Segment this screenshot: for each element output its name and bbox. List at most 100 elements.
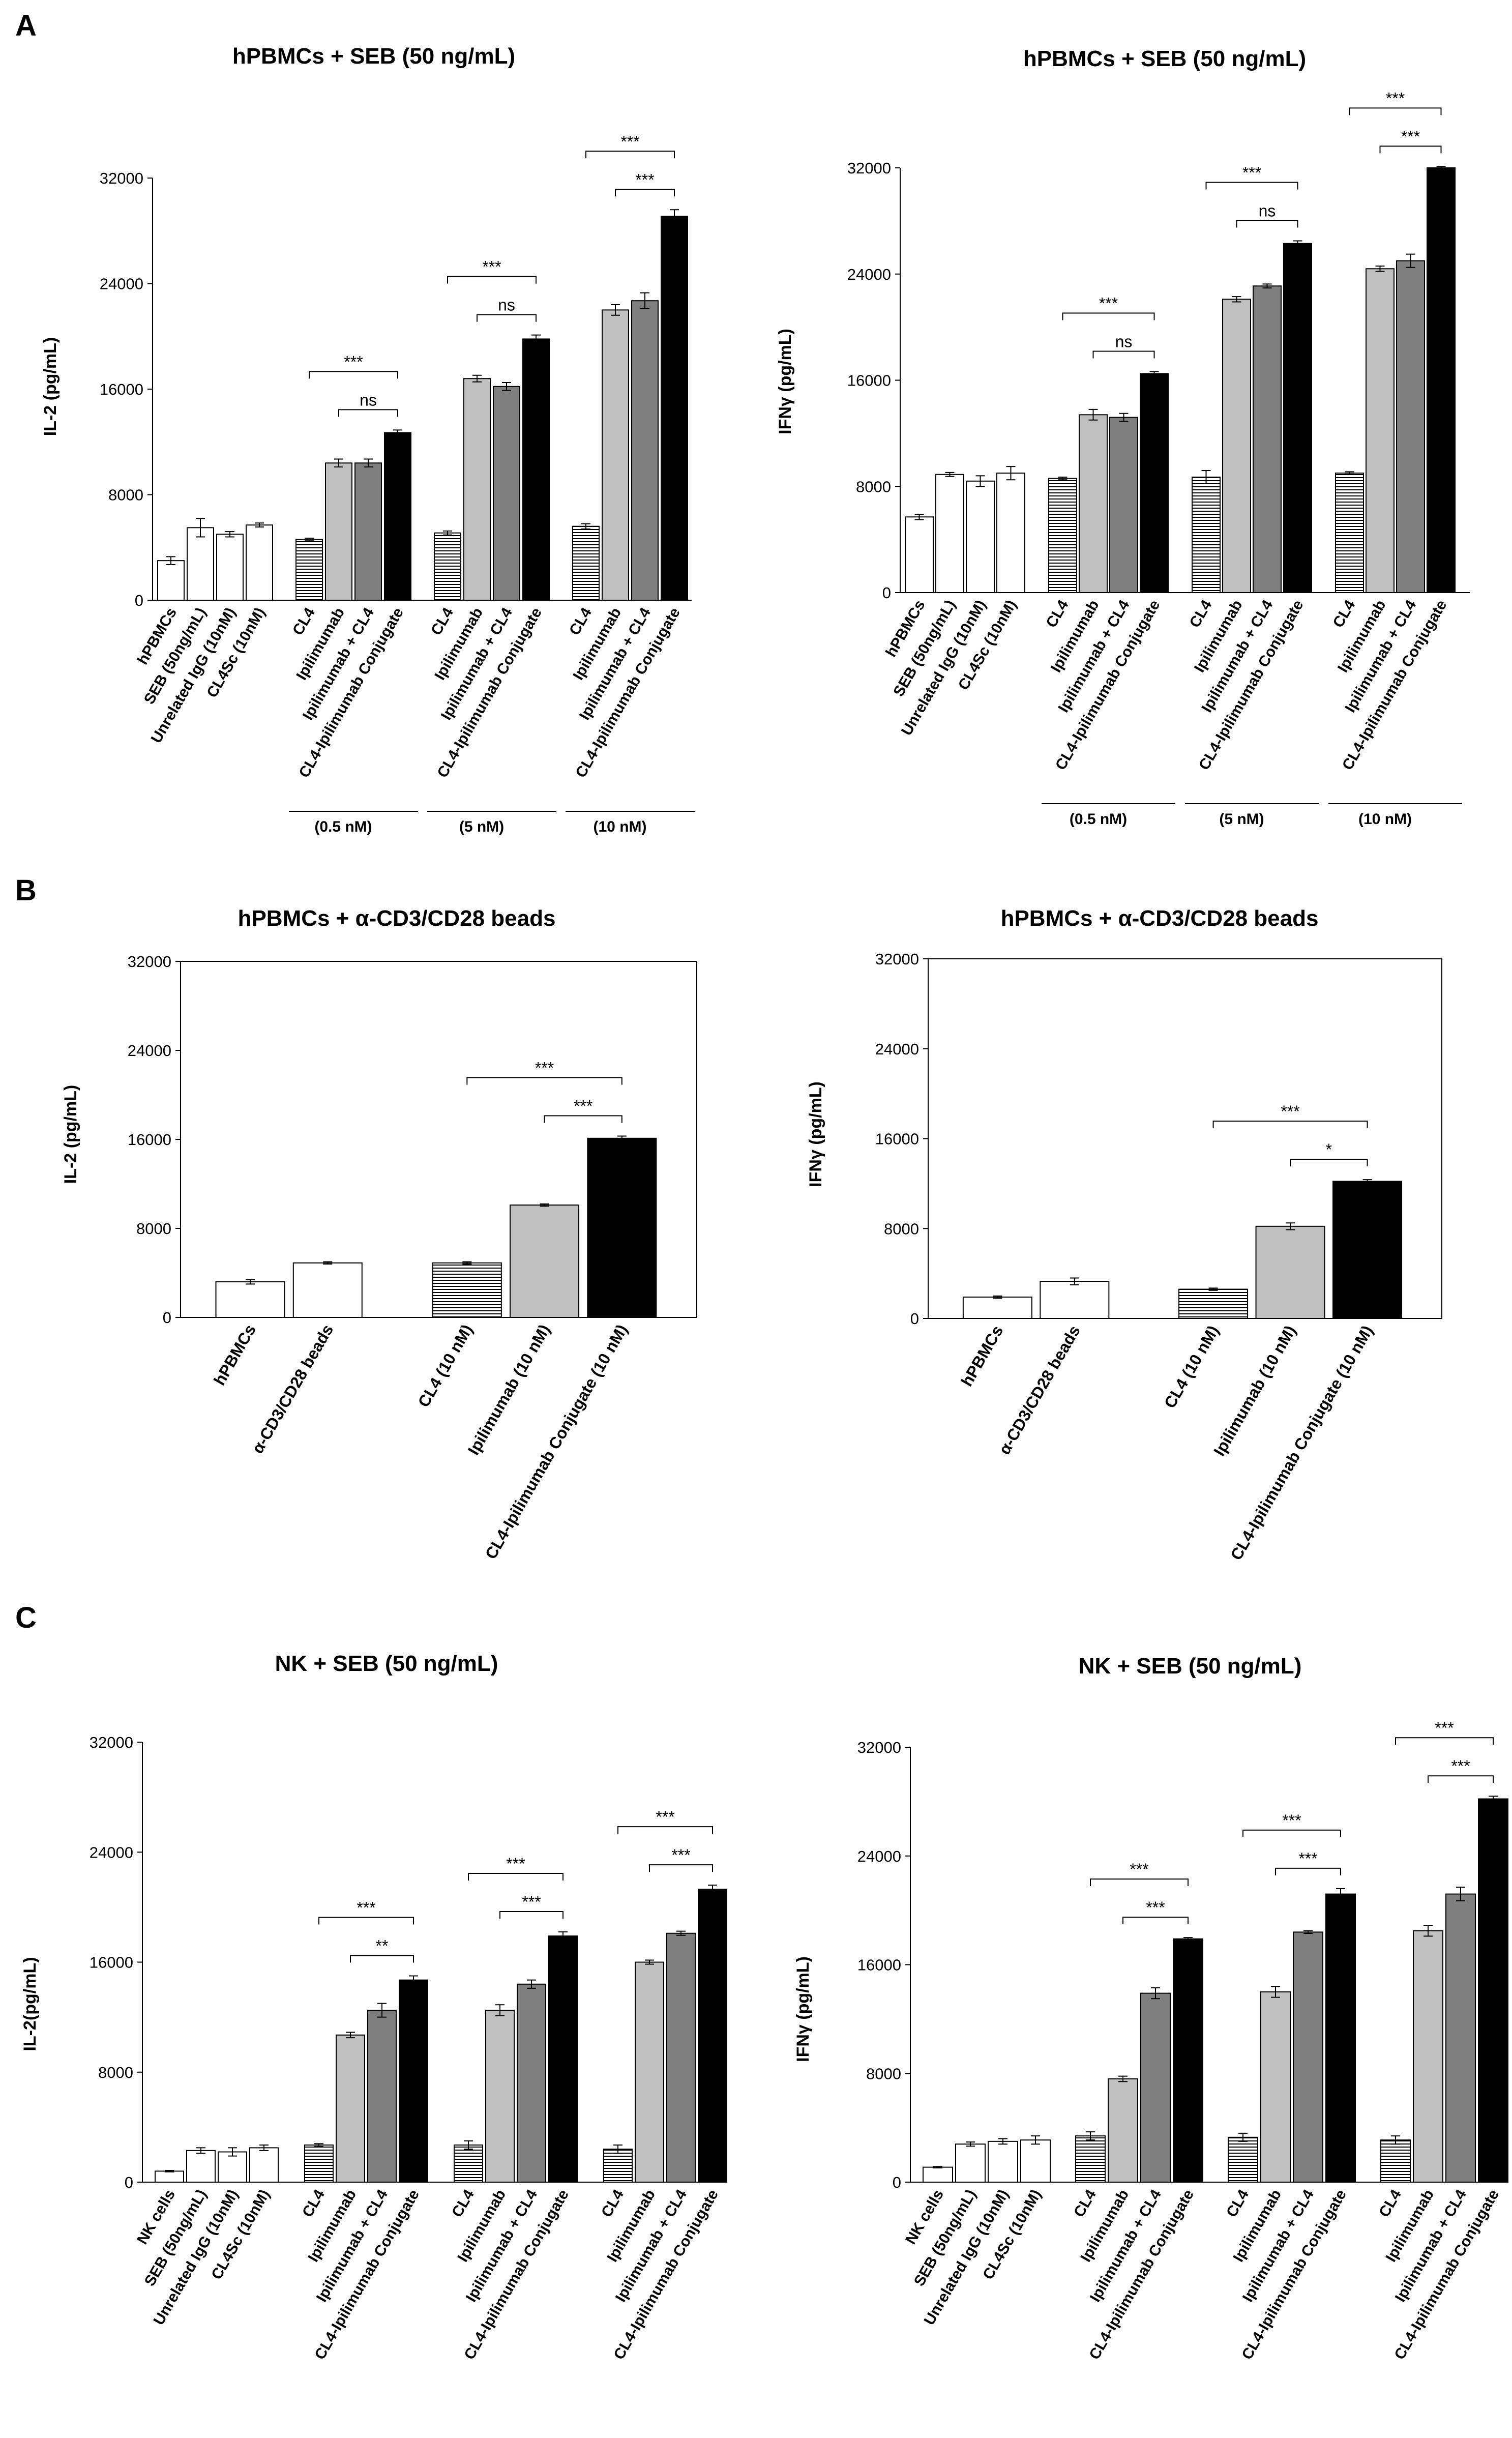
group-label: (5 nM)	[1219, 811, 1264, 828]
bar	[548, 1935, 578, 2183]
bar	[304, 2145, 334, 2183]
bar	[295, 539, 323, 601]
significance-bracket	[350, 1955, 414, 1963]
bar	[1140, 1992, 1171, 2183]
chart-title: NK + SEB (50 ng/mL)	[275, 1651, 498, 1676]
significance-label: ***	[1146, 1898, 1165, 1917]
bar	[485, 2010, 515, 2183]
y-tick-label: 16000	[90, 1954, 133, 1972]
bar	[1335, 473, 1364, 593]
y-tick-label: 32000	[875, 950, 919, 968]
bar	[1260, 1991, 1291, 2183]
chart-a1: hPBMCs + SEB (50 ng/mL) IL-2 (pg/mL) 0 80…	[41, 44, 695, 835]
significance-bracket	[309, 371, 398, 379]
x-tick-label: CL4	[299, 2187, 328, 2220]
x-tick-label: CL4	[566, 605, 595, 638]
bar	[463, 378, 491, 601]
significance-bracket	[649, 1864, 713, 1872]
y-tick-label: 0	[882, 584, 891, 602]
significance-label: **	[376, 1937, 389, 1955]
significance-bracket	[585, 151, 675, 159]
panel-label-c: C	[15, 1601, 37, 1634]
bar	[249, 2147, 279, 2183]
bar	[1079, 414, 1108, 593]
significance-label: ***	[344, 353, 363, 371]
y-axis-label: IL-2(pg/mL)	[20, 1957, 40, 2051]
bar	[1222, 299, 1251, 593]
significance-bracket	[499, 1911, 564, 1919]
significance-bracket	[466, 1077, 622, 1085]
significance-bracket	[1212, 1121, 1368, 1129]
bar	[988, 2140, 1018, 2183]
panel-label-a: A	[15, 9, 37, 42]
bar	[517, 1983, 546, 2183]
significance-bracket	[447, 276, 537, 284]
bar	[454, 2145, 483, 2183]
bar	[216, 534, 244, 601]
bar	[522, 338, 550, 601]
y-tick-label: 8000	[108, 486, 143, 504]
bar	[325, 462, 352, 601]
x-tick-label: CL4 (10 nM)	[414, 1321, 477, 1411]
x-tick-label: CL4	[1187, 597, 1215, 631]
significance-label: ***	[1099, 295, 1118, 313]
chart-title: hPBMCs + SEB (50 ng/mL)	[232, 44, 515, 69]
chart-title: hPBMCs + α-CD3/CD28 beads	[238, 906, 556, 931]
significance-bracket	[544, 1115, 622, 1123]
bar	[1445, 1893, 1476, 2183]
y-axis-label: IL-2 (pg/mL)	[41, 337, 60, 436]
chart-title: NK + SEB (50 ng/mL)	[1079, 1654, 1302, 1679]
bar	[157, 560, 185, 601]
bar	[1293, 1931, 1323, 2183]
y-tick-label: 0	[163, 1309, 171, 1327]
chart-a2: hPBMCs + SEB (50 ng/mL) IFNγ (pg/mL) 0 80…	[776, 46, 1470, 828]
y-axis-label: IL-2 (pg/mL)	[61, 1085, 80, 1184]
significance-bracket	[1428, 1775, 1494, 1783]
y-tick-label: 24000	[100, 275, 143, 293]
x-tick-label: CL4	[1071, 2187, 1100, 2220]
y-tick-label: 16000	[128, 1131, 171, 1149]
bar	[603, 2149, 633, 2183]
y-tick-label: 24000	[847, 266, 891, 283]
chart-b2: hPBMCs + α-CD3/CD28 beads IFNγ (pg/mL) 0…	[806, 906, 1442, 1563]
bar	[186, 2150, 216, 2183]
y-tick-label: 16000	[857, 1956, 901, 1974]
x-tick-label: CL4	[289, 605, 318, 638]
bar	[384, 432, 411, 601]
bar	[923, 2166, 953, 2183]
bar	[1380, 2139, 1411, 2183]
y-tick-label: 0	[910, 1310, 919, 1328]
y-tick-label: 32000	[847, 159, 891, 177]
chart-b1: hPBMCs + α-CD3/CD28 beads IL-2 (pg/mL) 0…	[61, 906, 697, 1562]
significance-label: ***	[1298, 1849, 1317, 1868]
x-tick-label: CL4-Ipilimumab Conjugate (10 nM)	[482, 1321, 631, 1563]
significance-label: ***	[1282, 1811, 1301, 1830]
bar	[905, 516, 934, 593]
significance-label: ***	[1435, 1719, 1454, 1737]
significance-label: ***	[482, 258, 501, 276]
bar	[1396, 260, 1425, 593]
y-tick-label: 8000	[884, 1220, 919, 1238]
bar	[1109, 417, 1138, 593]
x-tick-label: CL4	[1223, 2187, 1252, 2220]
y-tick-label: 8000	[856, 478, 891, 495]
bar	[246, 524, 273, 601]
significance-label: ns	[498, 296, 515, 314]
bar	[1020, 2139, 1051, 2183]
bar	[1228, 2136, 1258, 2183]
significance-label: ***	[1451, 1757, 1470, 1775]
group-label: (10 nM)	[594, 818, 647, 835]
bar	[215, 1281, 285, 1318]
y-tick-label: 32000	[90, 1734, 133, 1751]
significance-bracket	[1092, 350, 1155, 359]
bar	[631, 300, 659, 601]
bar	[1253, 285, 1282, 593]
y-axis-label: IFNγ (pg/mL)	[806, 1081, 825, 1187]
bar	[587, 1137, 657, 1318]
bar	[510, 1205, 580, 1318]
bar	[602, 309, 629, 601]
significance-bracket	[1062, 312, 1155, 320]
y-tick-label: 0	[125, 2173, 133, 2191]
significance-label: ns	[360, 391, 377, 409]
bar	[1173, 1938, 1203, 2183]
